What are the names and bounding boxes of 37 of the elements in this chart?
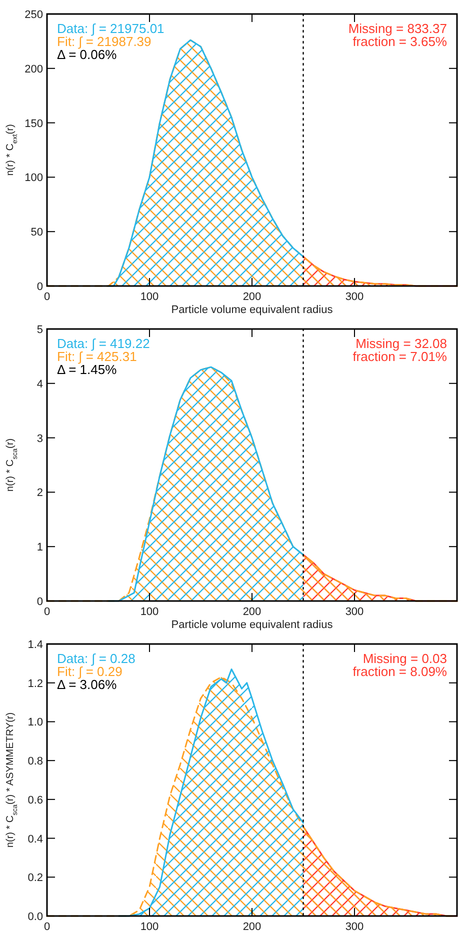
y-tick-label: 0.8 (28, 756, 43, 768)
x-tick-label: 200 (242, 291, 262, 303)
y-tick-label: 0.0 (28, 911, 43, 923)
annotation: Data: ∫ = 21975.01 (57, 21, 164, 36)
annotation: Data: ∫ = 419.22 (57, 336, 150, 351)
annotation: Missing = 833.37 (348, 21, 447, 36)
y-tick-label: 4 (36, 378, 43, 390)
y-tick-label: 0.6 (28, 794, 43, 806)
y-tick-label: 1.4 (28, 639, 43, 651)
x-tick-label: 100 (140, 606, 159, 618)
x-tick-label: 200 (242, 606, 262, 618)
y-tick-label: 0.4 (28, 833, 43, 846)
x-tick-label: 100 (140, 921, 159, 933)
x-tick-label: 200 (242, 921, 262, 933)
annotation: Missing = 32.08 (356, 336, 447, 351)
y-tick-label: 50 (30, 226, 43, 239)
y-tick-label: 1.2 (28, 678, 43, 690)
x-axis-title: Particle volume equivalent radius (171, 619, 334, 631)
x-tick-label: 300 (345, 921, 364, 933)
y-tick-label: 250 (24, 9, 43, 21)
y-tick-label: 0 (36, 281, 43, 293)
annotation: Missing = 0.03 (362, 651, 447, 666)
y-tick-label: 100 (24, 172, 43, 184)
x-tick-label: 300 (345, 606, 364, 618)
x-tick-label: 100 (140, 291, 159, 303)
x-axis-title: Particle volume equivalent radius (171, 304, 334, 316)
y-tick-label: 5 (36, 324, 43, 336)
y-tick-label: 0 (36, 596, 43, 608)
x-tick-label: 300 (345, 291, 364, 303)
annotation: Data: ∫ = 0.28 (57, 651, 136, 666)
y-tick-label: 0.2 (28, 872, 43, 884)
y-tick-label: 1.0 (28, 716, 43, 729)
y-tick-label: 150 (24, 118, 43, 130)
y-tick-label: 3 (36, 432, 43, 445)
y-tick-label: 200 (24, 63, 43, 76)
y-tick-label: 1 (36, 542, 43, 554)
y-tick-label: 2 (36, 487, 43, 500)
